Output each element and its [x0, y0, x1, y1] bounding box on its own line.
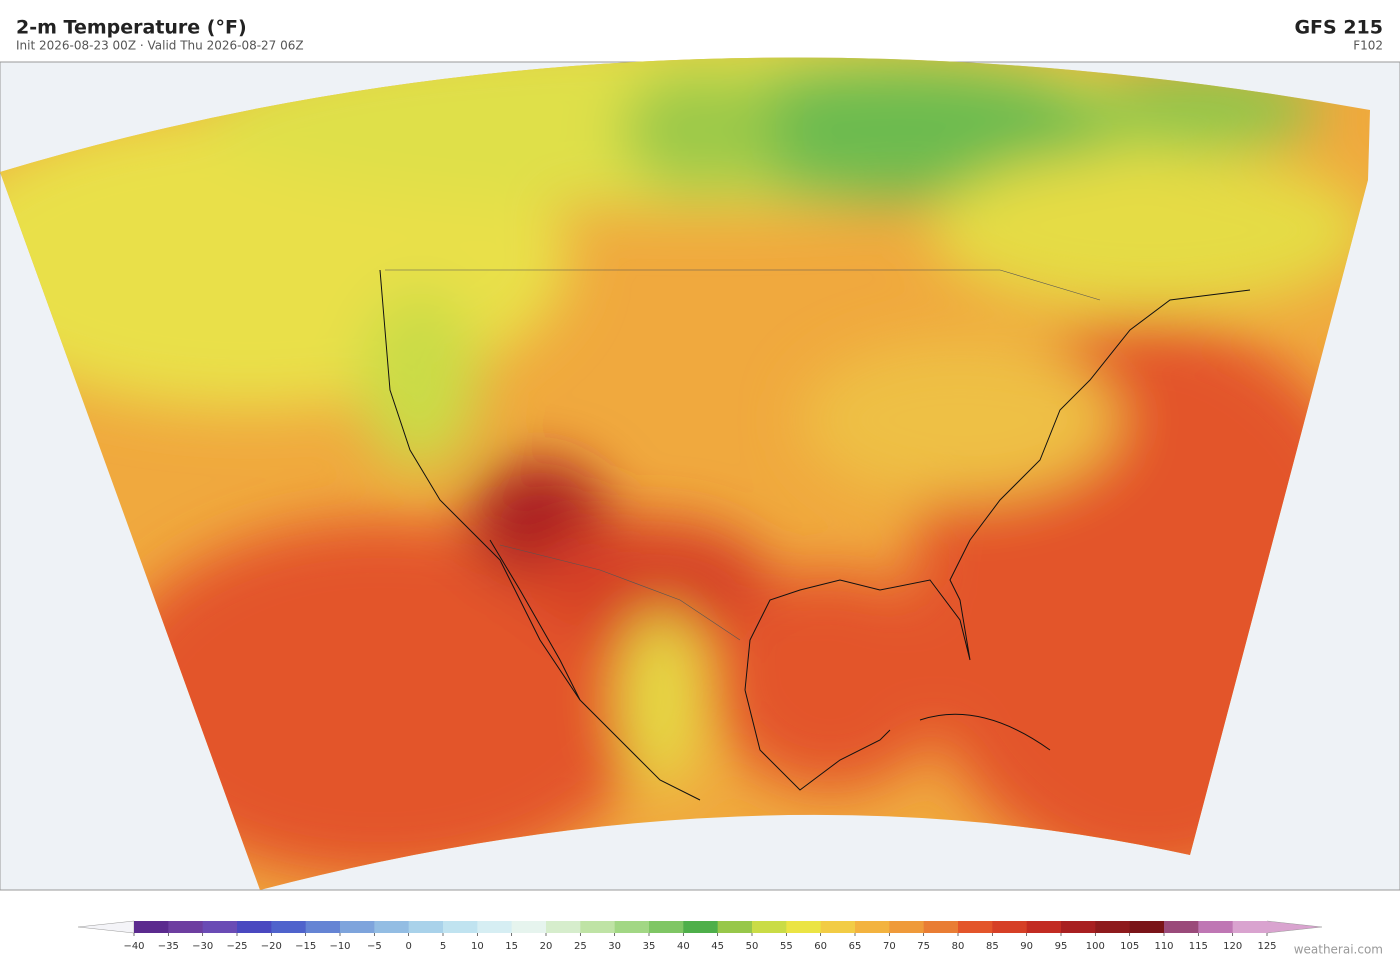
- colorbar-tick-label: 10: [471, 941, 484, 952]
- colorbar-bin: [168, 921, 204, 933]
- colorbar-tick-label: 85: [986, 941, 999, 952]
- colorbar-bin: [752, 921, 787, 933]
- colorbar-bin: [649, 921, 684, 933]
- colorbar-tick-label: 55: [780, 941, 793, 952]
- colorbar-bin: [1129, 921, 1165, 933]
- colorbar-tick-label: 65: [849, 941, 862, 952]
- colorbar-bin: [546, 921, 581, 933]
- colorbar-tick-label: 25: [574, 941, 587, 952]
- colorbar-tick-label: 40: [677, 941, 690, 952]
- colorbar-bin: [1232, 921, 1268, 933]
- colorbar-tick-label: 120: [1223, 941, 1242, 952]
- colorbar-tick-label: 100: [1086, 941, 1105, 952]
- model-label: GFS 215: [1294, 17, 1383, 39]
- colorbar-tick-label: 90: [1020, 941, 1033, 952]
- colorbar-bin: [1198, 921, 1234, 933]
- colorbar-tick-label: 80: [952, 941, 965, 952]
- colorbar-tick-label: 5: [440, 941, 446, 952]
- colorbar-tick-label: −35: [158, 941, 179, 952]
- coastlines: [379, 269, 1251, 801]
- colorbar-tick-label: 95: [1055, 941, 1068, 952]
- colorbar-bin: [580, 921, 616, 933]
- colorbar-bin: [786, 921, 822, 933]
- colorbar-tick-label: 110: [1154, 941, 1173, 952]
- colorbar-bin: [237, 921, 272, 933]
- colorbar-tick-label: −5: [367, 941, 382, 952]
- colorbar-bin: [855, 921, 890, 933]
- colorbar-bin: [889, 921, 925, 933]
- colorbar-bin: [1164, 921, 1199, 933]
- colorbar-bin: [134, 921, 169, 933]
- colorbar-tick-label: −40: [123, 941, 144, 952]
- colorbar-bin: [1026, 921, 1062, 933]
- forecast-hour: F102: [1353, 39, 1383, 53]
- colorbar-bin: [408, 921, 444, 933]
- colorbar-bin: [717, 921, 753, 933]
- colorbar-bin: [202, 921, 238, 933]
- colorbar-bin: [958, 921, 993, 933]
- colorbar-tick-label: 30: [608, 941, 621, 952]
- colorbar-bin: [992, 921, 1028, 933]
- colorbar-tick-label: −20: [261, 941, 282, 952]
- colorbar-extend-high: [1266, 920, 1323, 934]
- colorbar-bin: [820, 921, 856, 933]
- colorbar-bin: [477, 921, 513, 933]
- colorbar-bin: [1061, 921, 1096, 933]
- colorbar-tick-label: 20: [540, 941, 553, 952]
- colorbar-bin: [614, 921, 650, 933]
- colorbar-bin: [683, 921, 719, 933]
- colorbar-tick-label: −30: [192, 941, 213, 952]
- colorbar-tick-label: 115: [1189, 941, 1208, 952]
- colorbar-bin: [271, 921, 307, 933]
- colorbar-bin: [923, 921, 959, 933]
- colorbar-tick-label: 125: [1257, 941, 1276, 952]
- colorbar-tick-label: 0: [405, 941, 411, 952]
- colorbar-tick-label: −25: [226, 941, 247, 952]
- colorbar-bin: [374, 921, 410, 933]
- title: 2-m Temperature (°F): [16, 17, 247, 39]
- temperature-field: [0, 57, 1370, 891]
- colorbar-bin: [340, 921, 375, 933]
- colorbar-tick-label: 70: [883, 941, 896, 952]
- colorbar-tick-label: 60: [814, 941, 827, 952]
- colorbar-tick-label: 15: [505, 941, 518, 952]
- colorbar-tick-label: 105: [1120, 941, 1139, 952]
- colorbar-tick-label: 75: [917, 941, 930, 952]
- colorbar-extend-low: [77, 920, 135, 934]
- subtitle: Init 2026-08-23 00Z · Valid Thu 2026-08-…: [16, 39, 304, 53]
- colorbar-tick-label: −15: [295, 941, 316, 952]
- colorbar-tick-label: 45: [711, 941, 724, 952]
- colorbar-bin: [1095, 921, 1131, 933]
- watermark: weatherai.com: [1294, 943, 1383, 957]
- colorbar-tick-label: 50: [746, 941, 759, 952]
- colorbar: −40 −35 −30 −25 −20 −15 −10 −5 0 5 10 15 20 25 30 35 40 4…: [77, 920, 1323, 952]
- borders: [385, 269, 1101, 641]
- colorbar-bin: [443, 921, 478, 933]
- colorbar-bin: [305, 921, 341, 933]
- colorbar-tick-label: −10: [329, 941, 350, 952]
- colorbar-bin: [511, 921, 547, 933]
- colorbar-tick-label: 35: [643, 941, 656, 952]
